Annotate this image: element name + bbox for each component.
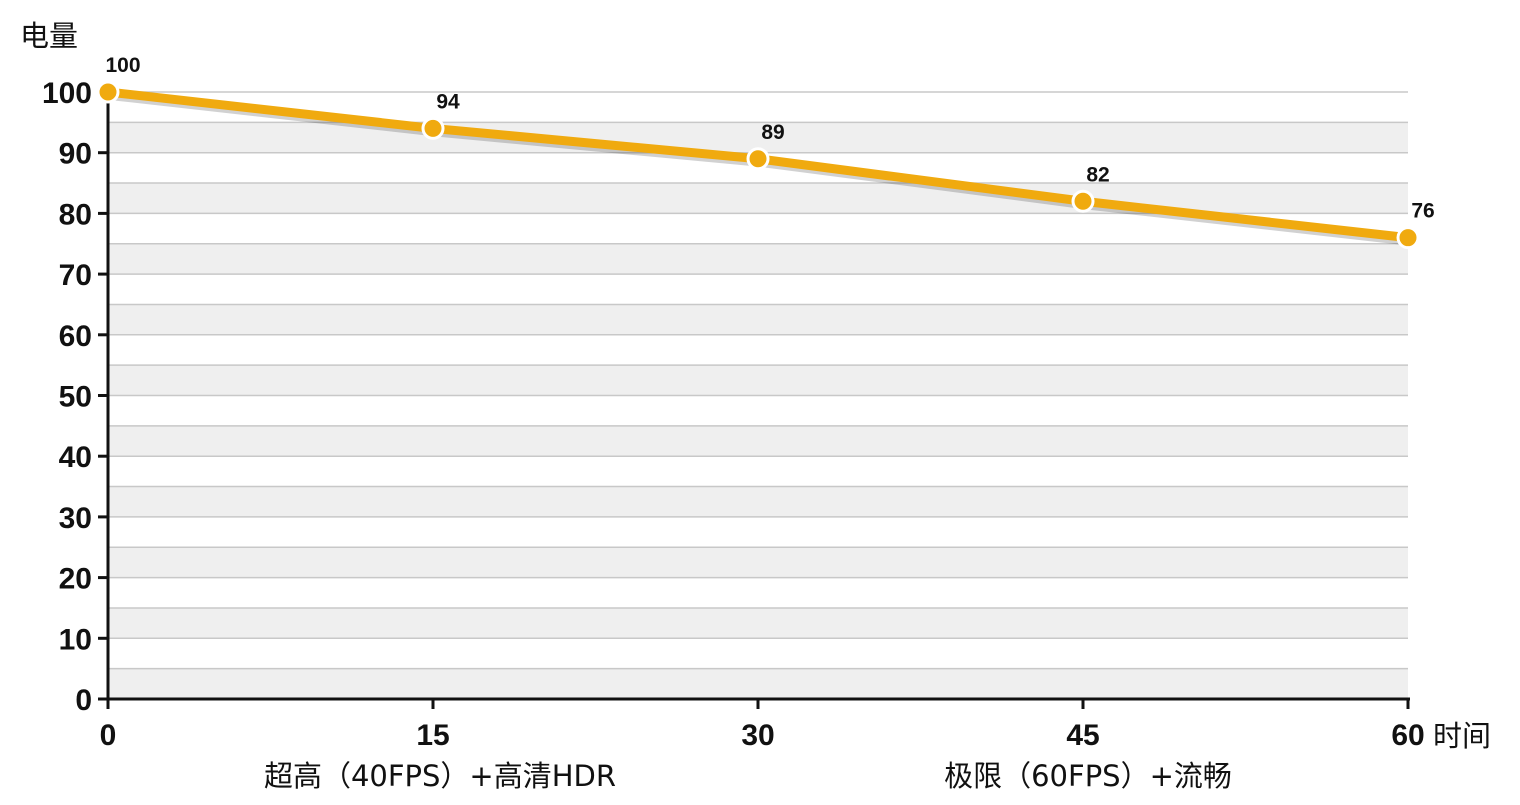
grid-band: [108, 425, 1408, 457]
y-tick-label: 10: [59, 623, 92, 656]
x-tick-label: 15: [416, 719, 449, 752]
data-point: [1071, 189, 1095, 213]
grid-band: [108, 243, 1408, 275]
grid-bands: [108, 122, 1408, 699]
annotation-ultra-hdr: 超高（40FPS）+高清HDR: [264, 759, 616, 793]
x-tick-labels: 0 15 30 45 60: [100, 719, 1425, 752]
data-point: [746, 147, 770, 171]
grid-band: [108, 486, 1408, 517]
data-label: 100: [105, 54, 140, 77]
y-tick-label: 20: [59, 563, 92, 596]
grid-band: [108, 183, 1408, 214]
grid-band: [108, 365, 1408, 396]
grid-band: [108, 304, 1408, 335]
data-label: 76: [1411, 200, 1434, 223]
data-point: [96, 80, 120, 104]
annotation-extreme-smooth: 极限（60FPS）+流畅: [944, 759, 1232, 793]
x-tick-label: 60: [1391, 719, 1424, 752]
y-tick-label: 100: [42, 77, 92, 110]
y-tick-labels: 0 10 20 30 40 50 60 70 80 90 100: [42, 77, 92, 717]
x-axis-title: 时间: [1433, 719, 1491, 753]
y-tick-label: 80: [59, 198, 92, 231]
x-tick-label: 45: [1066, 719, 1099, 752]
grid-band: [108, 607, 1408, 639]
x-tick-label: 30: [741, 719, 774, 752]
data-point: [421, 116, 445, 140]
gridlines: [108, 91, 1408, 670]
data-labels: 100 94 89 82 76: [105, 54, 1434, 223]
y-tick-label: 60: [59, 320, 92, 353]
y-tick-label: 40: [59, 441, 92, 474]
y-tick-label: 30: [59, 502, 92, 535]
axes: [98, 90, 1410, 709]
data-label: 89: [761, 121, 784, 144]
x-tick-label: 0: [100, 719, 117, 752]
grid-band: [108, 547, 1408, 578]
data-label: 82: [1086, 163, 1109, 186]
y-tick-label: 90: [59, 138, 92, 171]
data-point: [1396, 226, 1420, 250]
y-tick-label: 50: [59, 381, 92, 414]
y-axis-title: 电量: [20, 19, 78, 53]
grid-band: [108, 668, 1408, 699]
y-tick-label: 0: [75, 684, 92, 717]
data-points: [96, 80, 1420, 250]
data-label: 94: [436, 90, 460, 113]
y-tick-label: 70: [59, 259, 92, 292]
